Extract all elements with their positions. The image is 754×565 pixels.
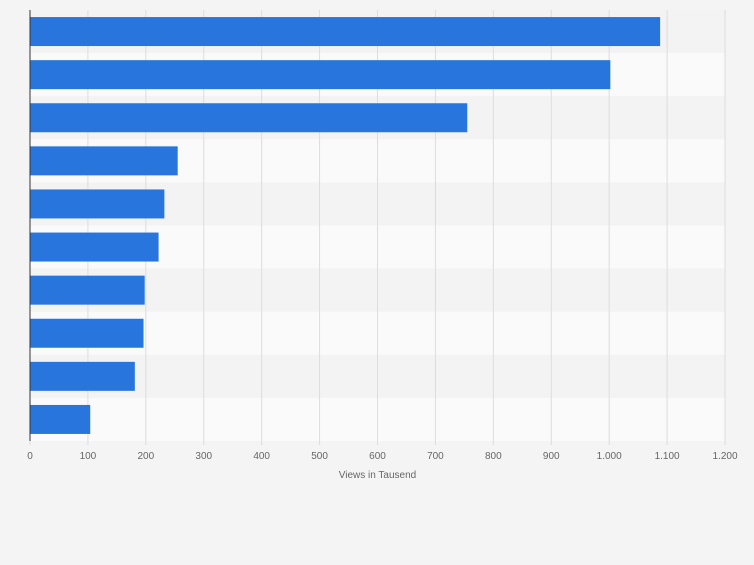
tick-label: 800: [485, 451, 502, 462]
tick-label: 1.000: [597, 451, 622, 462]
bar: [30, 361, 135, 391]
tick-label: 100: [80, 451, 97, 462]
tick-label: 700: [427, 451, 444, 462]
bar: [30, 318, 144, 348]
tick-label: 400: [253, 451, 270, 462]
bar: [30, 232, 159, 262]
bar: [30, 60, 611, 90]
tick-label: 300: [195, 451, 212, 462]
bar: [30, 404, 91, 434]
tick-label: 600: [369, 451, 386, 462]
tick-label: 500: [311, 451, 328, 462]
tick-label: 200: [137, 451, 154, 462]
tick-label: 0: [27, 451, 33, 462]
bar: [30, 189, 165, 219]
tick-label: 1.100: [655, 451, 680, 462]
bar: [30, 275, 145, 305]
tick-label: 900: [543, 451, 560, 462]
x-axis-title: Views in Tausend: [339, 470, 416, 481]
bar: [30, 17, 661, 47]
x-axis-ticks: 0 100 200 300 400 500 600 700 800 900 1.000 1.100 1.…: [27, 441, 738, 462]
bars: [30, 17, 661, 434]
bar: [30, 103, 468, 133]
bar: [30, 146, 178, 176]
tick-label: 1.200: [712, 451, 737, 462]
